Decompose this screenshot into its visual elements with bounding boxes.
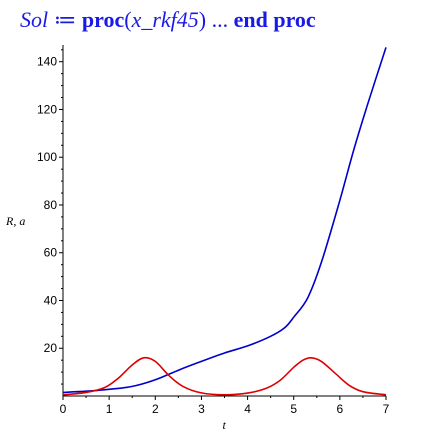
proc-keyword: proc: [81, 7, 125, 32]
x-tick-label: 0: [60, 402, 67, 416]
series-lines: [62, 47, 387, 396]
x-tick-label: 7: [383, 402, 390, 416]
axes: [59, 45, 387, 400]
x-tick-label: 4: [244, 402, 251, 416]
sol-variable: Sol: [20, 7, 49, 32]
close-paren: ): [198, 7, 207, 32]
tick-labels: 0 1 2 3 4 5 6 7 20 40 60 80 100 120 140: [37, 55, 390, 416]
y-tick-label: 40: [44, 293, 58, 307]
y-tick-label: 120: [37, 102, 57, 116]
x-tick-label: 3: [198, 402, 205, 416]
ellipsis: ...: [211, 7, 229, 32]
y-tick-label: 140: [37, 55, 57, 69]
x-tick-label: 1: [106, 402, 113, 416]
y-axis-label: R, a: [5, 214, 25, 228]
open-paren: (: [124, 7, 132, 32]
series-line-blue: [62, 47, 387, 394]
x-tick-label: 6: [337, 402, 344, 416]
y-tick-label: 100: [37, 150, 57, 164]
x-tick-label: 5: [290, 402, 297, 416]
assign-operator: ≔: [53, 7, 77, 32]
end-proc-keyword: end proc: [233, 7, 316, 32]
procedure-header: Sol ≔ proc(x_rkf45) ... end proc: [20, 5, 430, 35]
proc-argument: x_rkf45: [131, 7, 199, 32]
series-line-red: [62, 356, 387, 396]
x-axis-label: t: [223, 418, 227, 432]
y-tick-label: 80: [44, 198, 58, 212]
y-tick-label: 60: [44, 246, 58, 260]
x-tick-label: 2: [152, 402, 159, 416]
y-tick-label: 20: [44, 341, 58, 355]
